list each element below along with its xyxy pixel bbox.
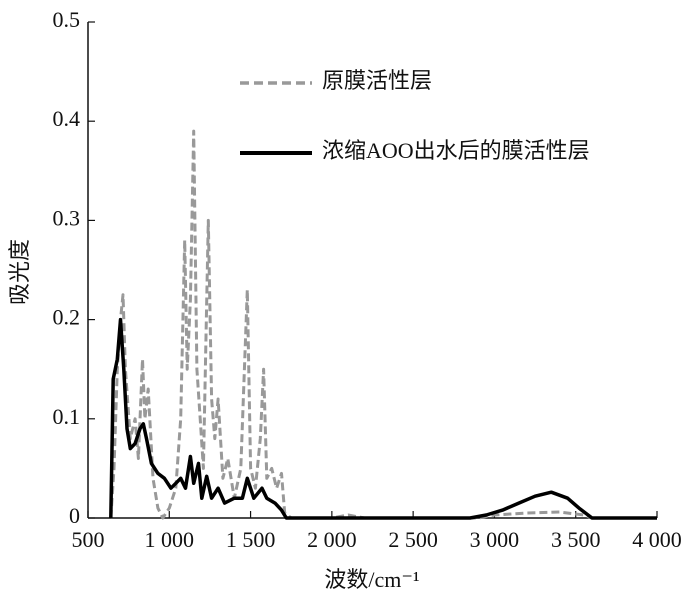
- y-tick-label: 0.2: [53, 305, 81, 330]
- y-tick-label: 0.1: [53, 404, 81, 429]
- y-tick-label: 0.4: [53, 106, 81, 131]
- x-tick-label: 3 000: [470, 527, 520, 552]
- x-tick-label: 3 500: [551, 527, 601, 552]
- y-tick-label: 0: [69, 503, 80, 528]
- series-line: [109, 129, 657, 520]
- x-tick-label: 500: [72, 527, 105, 552]
- x-axis-label: 波数/cm⁻¹: [324, 567, 419, 592]
- x-tick-label: 2 000: [307, 527, 357, 552]
- legend-label: 浓缩AOO出水后的膜活性层: [322, 138, 590, 163]
- x-tick-label: 2 500: [388, 527, 438, 552]
- x-tick-label: 1 000: [145, 527, 195, 552]
- x-tick-label: 1 500: [226, 527, 276, 552]
- y-tick-label: 0.3: [53, 205, 81, 230]
- y-axis-label: 吸光度: [7, 239, 32, 305]
- legend-label: 原膜活性层: [322, 68, 432, 93]
- series-line: [109, 317, 657, 520]
- y-tick-label: 0.5: [53, 7, 81, 32]
- x-tick-label: 4 000: [632, 527, 682, 552]
